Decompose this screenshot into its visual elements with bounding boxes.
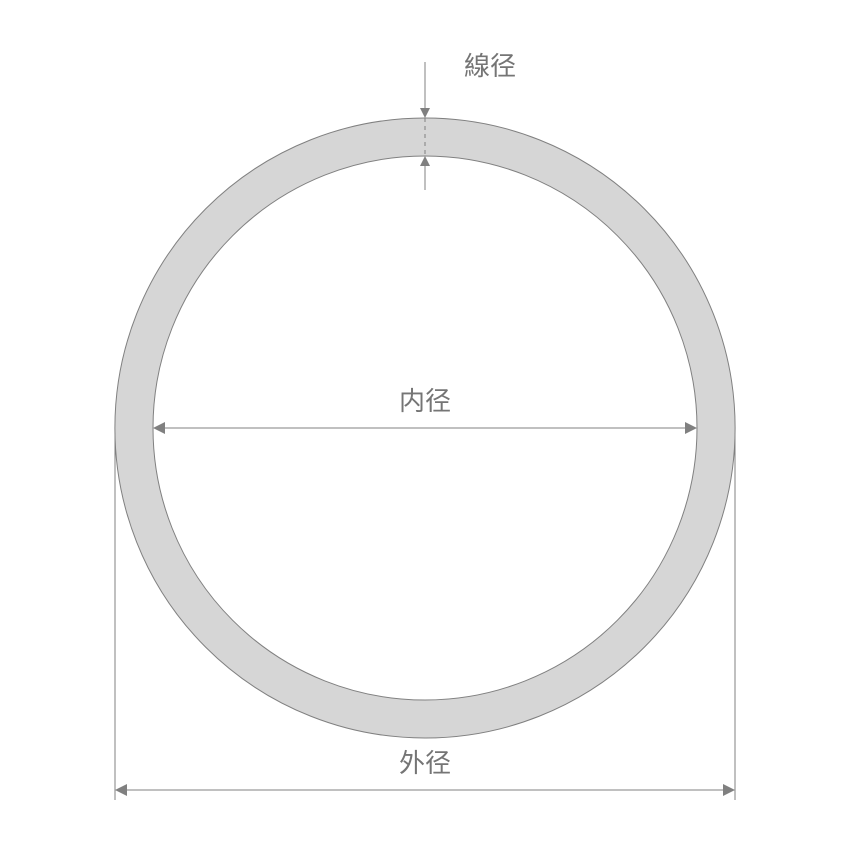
ring-dimension-diagram: 線径内径外径 xyxy=(0,0,850,850)
wire-diameter-label: 線径 xyxy=(464,51,516,81)
inner-diameter-label: 内径 xyxy=(399,386,451,416)
outer-diameter-label: 外径 xyxy=(399,748,451,778)
